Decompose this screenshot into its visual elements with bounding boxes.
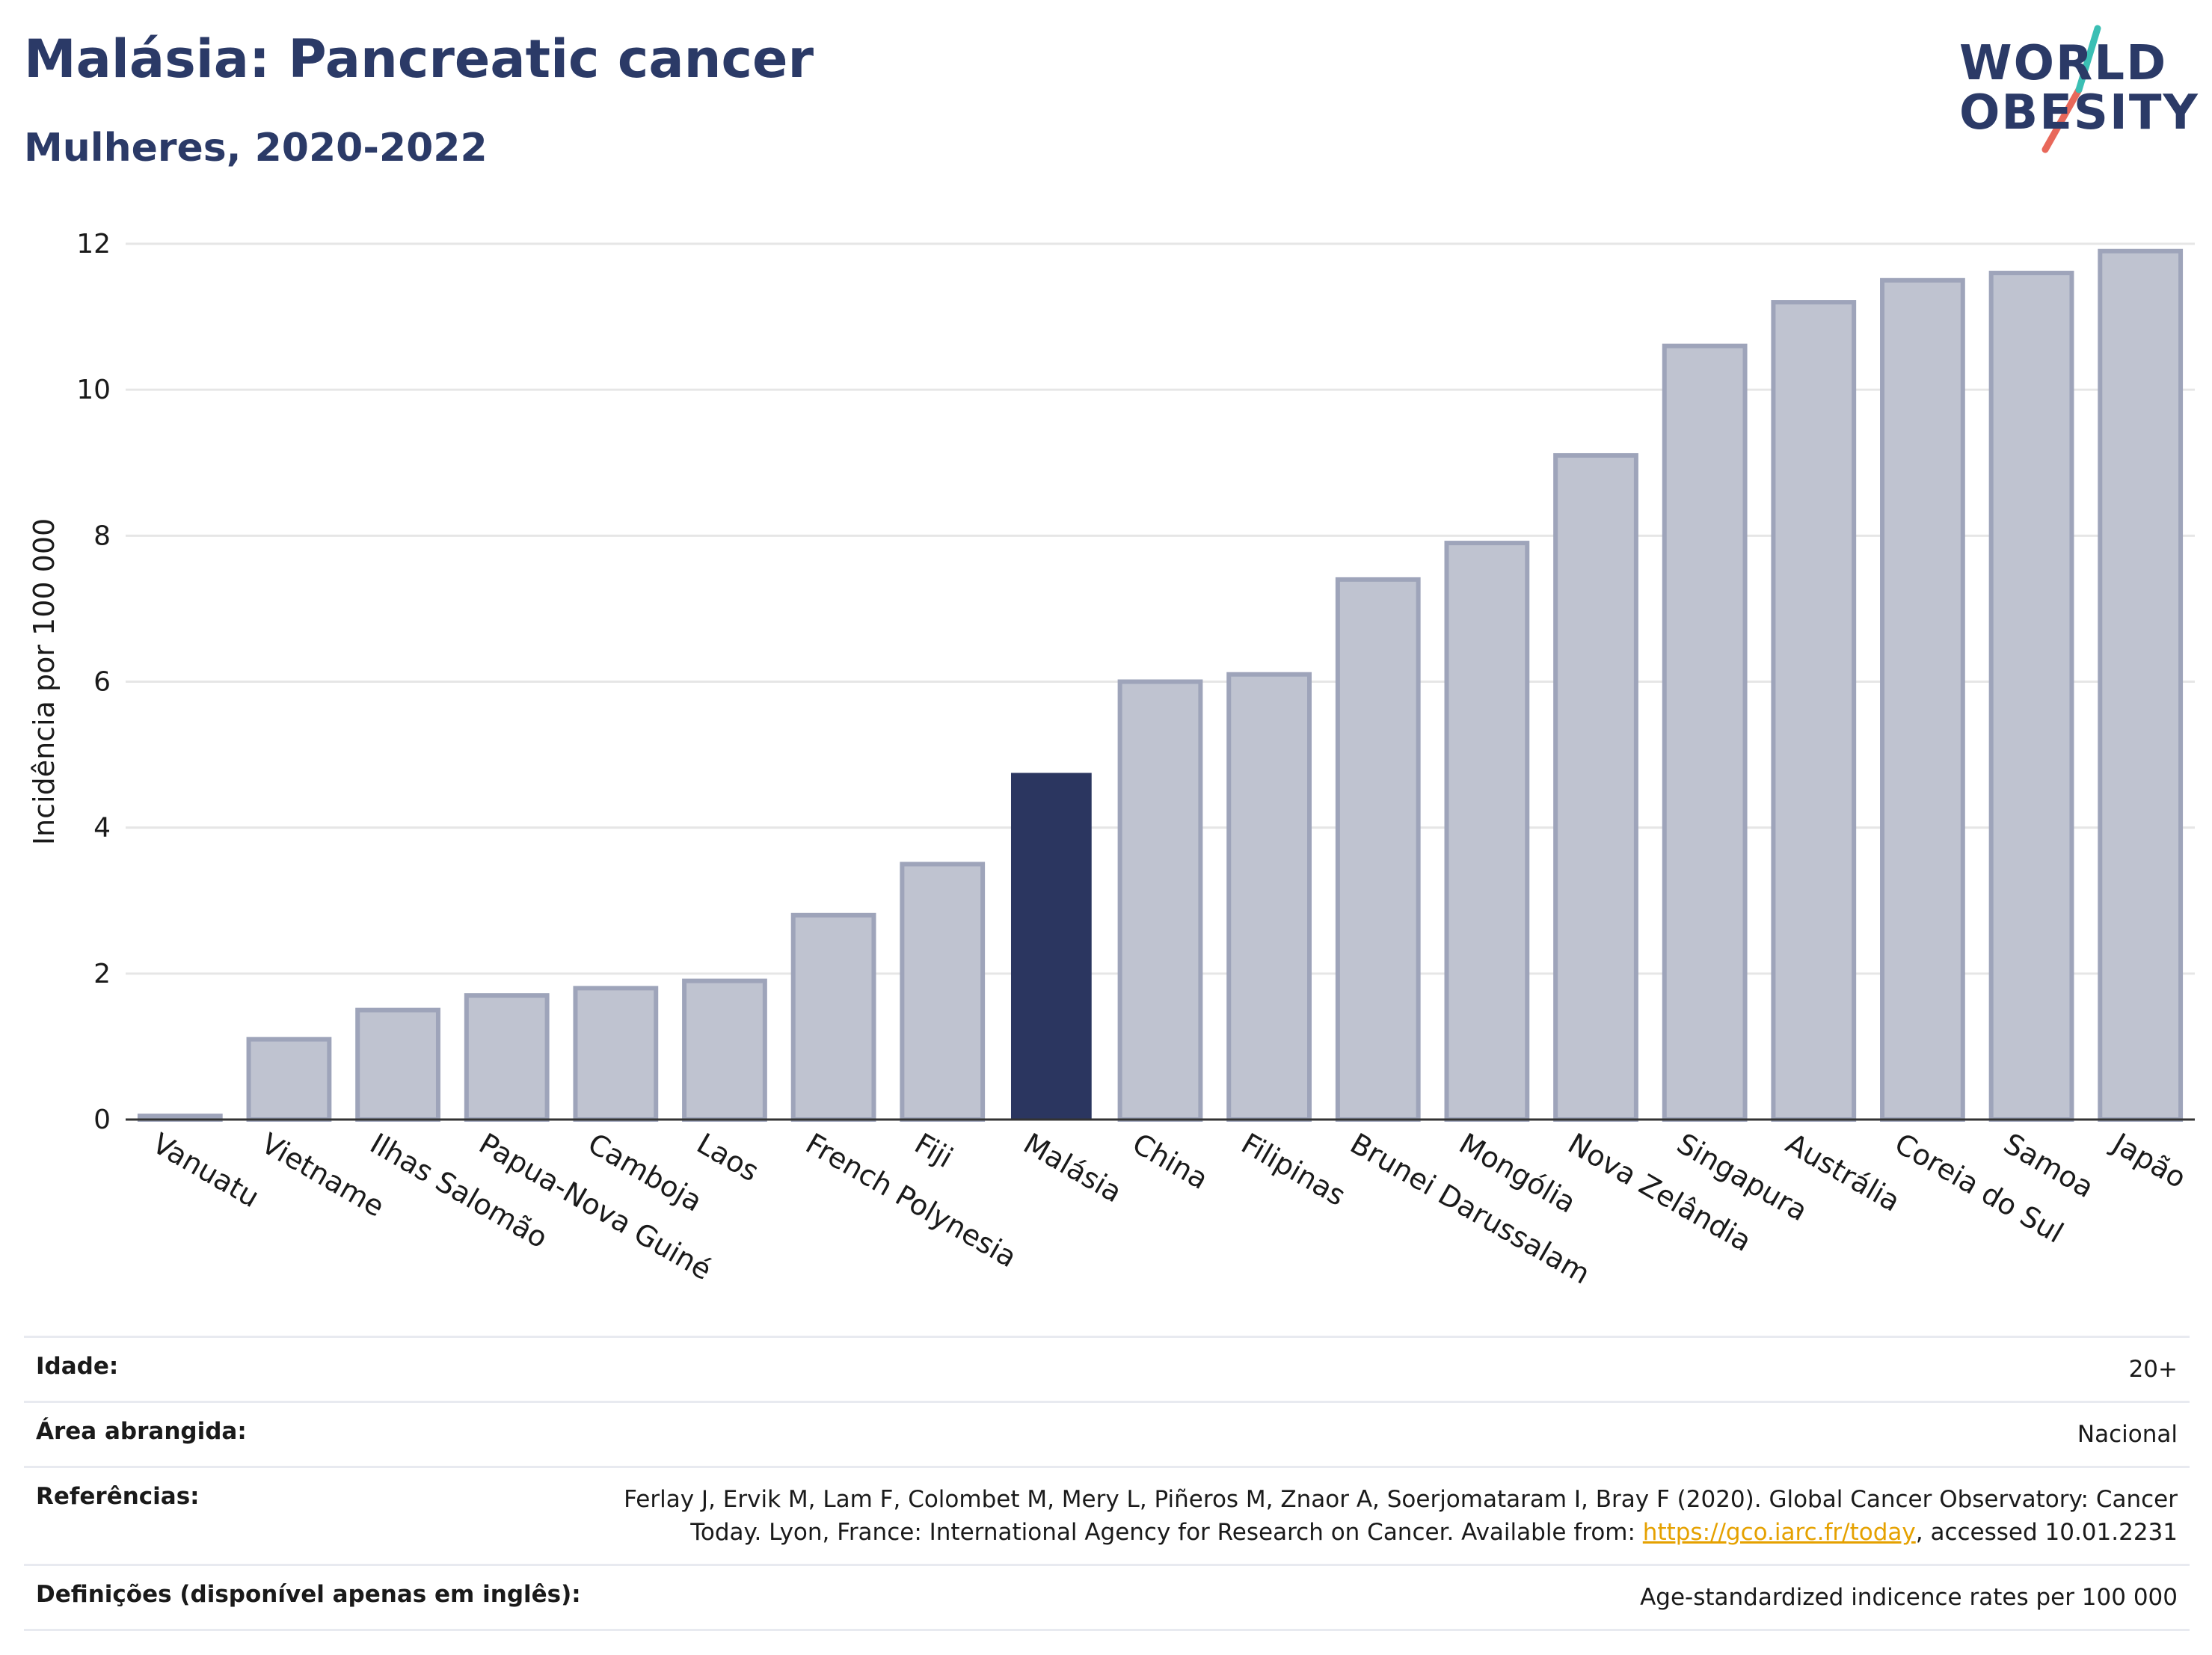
bar	[682, 978, 767, 1123]
x-tick-label: Ilhas Salomão	[365, 1127, 553, 1255]
bar	[790, 912, 876, 1123]
bar	[1771, 300, 1857, 1123]
bar	[573, 986, 659, 1122]
x-tick-label: Malásia	[1018, 1127, 1127, 1209]
x-tick-label: China	[1127, 1127, 1214, 1196]
meta-ref-link[interactable]: https://gco.iarc.fr/today	[1642, 1519, 1916, 1546]
meta-def-label: Definições (disponível apenas em inglês)…	[36, 1581, 581, 1608]
x-tick-label: Japão	[2106, 1126, 2192, 1195]
meta-area-label: Área abrangida:	[36, 1418, 247, 1445]
x-tick-label: Fiji	[909, 1127, 959, 1174]
bar	[1988, 271, 2074, 1122]
logo-word-world: WORLD	[1959, 36, 2168, 91]
logo-word-obesity: OBESITY	[1959, 85, 2199, 141]
metadata-table: Idade: 20+ Área abrangida: Nacional Refe…	[24, 1336, 2190, 1631]
meta-ref-value: Ferlay J, Ervik M, Lam F, Colombet M, Me…	[607, 1483, 2178, 1549]
x-tick-label: Vanuatu	[147, 1127, 265, 1214]
bar	[1117, 679, 1203, 1122]
y-tick-label: 12	[76, 229, 111, 260]
meta-ref-tail: , accessed 10.01.2231	[1915, 1519, 2178, 1546]
bar	[1880, 277, 1965, 1123]
bar	[246, 1037, 332, 1122]
meta-age-value: 20+	[2128, 1356, 2178, 1383]
y-tick-label: 4	[93, 813, 111, 844]
x-tick-label: Filipinas	[1236, 1127, 1351, 1212]
bar	[1335, 577, 1421, 1122]
meta-ref-text: Ferlay J, Ervik M, Lam F, Colombet M, Me…	[624, 1486, 2178, 1546]
logo-slash-icon	[2042, 25, 2101, 153]
y-tick-label: 2	[93, 959, 111, 989]
chart-subtitle: Mulheres, 2020-2022	[24, 126, 488, 171]
world-obesity-logo: WORLD OBESITY	[1944, 22, 2198, 157]
bar-chart: 0 2 4 6 8 10 12 Incidência por 100 000 VanuatuVi…	[28, 229, 2195, 1291]
x-tick-label: Laos	[691, 1127, 764, 1188]
meta-row-definitions: Definições (disponível apenas em inglês)…	[24, 1564, 2190, 1631]
meta-def-value: Age-standardized indicence rates per 100…	[1640, 1584, 2178, 1611]
bar	[1226, 672, 1312, 1122]
bar	[464, 993, 550, 1122]
bar	[1662, 343, 1748, 1122]
chart-title: Malásia: Pancreatic cancer	[24, 28, 814, 90]
bar	[900, 862, 986, 1123]
meta-ref-label: Referências:	[36, 1483, 200, 1510]
bar	[355, 1007, 440, 1122]
y-tick-label: 0	[93, 1105, 111, 1135]
y-tick-label: 8	[93, 521, 111, 551]
y-axis-title: Incidência por 100 000	[28, 518, 61, 845]
x-tick-label: Vietname	[256, 1127, 390, 1223]
y-tick-label: 10	[76, 375, 111, 405]
bar-highlight	[1010, 773, 1092, 1120]
meta-area-value: Nacional	[2077, 1421, 2178, 1448]
meta-row-references: Referências: Ferlay J, Ervik M, Lam F, C…	[24, 1466, 2190, 1564]
meta-row-area: Área abrangida: Nacional	[24, 1401, 2190, 1466]
bar	[2098, 248, 2184, 1123]
meta-age-label: Idade:	[36, 1353, 119, 1380]
y-tick-label: 6	[93, 667, 111, 698]
x-tick-label: Nova Zelândia	[1563, 1127, 1757, 1259]
x-tick-label: French Polynesia	[800, 1127, 1022, 1274]
meta-row-age: Idade: 20+	[24, 1336, 2190, 1401]
bar	[1553, 452, 1638, 1122]
bar	[1444, 541, 1530, 1122]
